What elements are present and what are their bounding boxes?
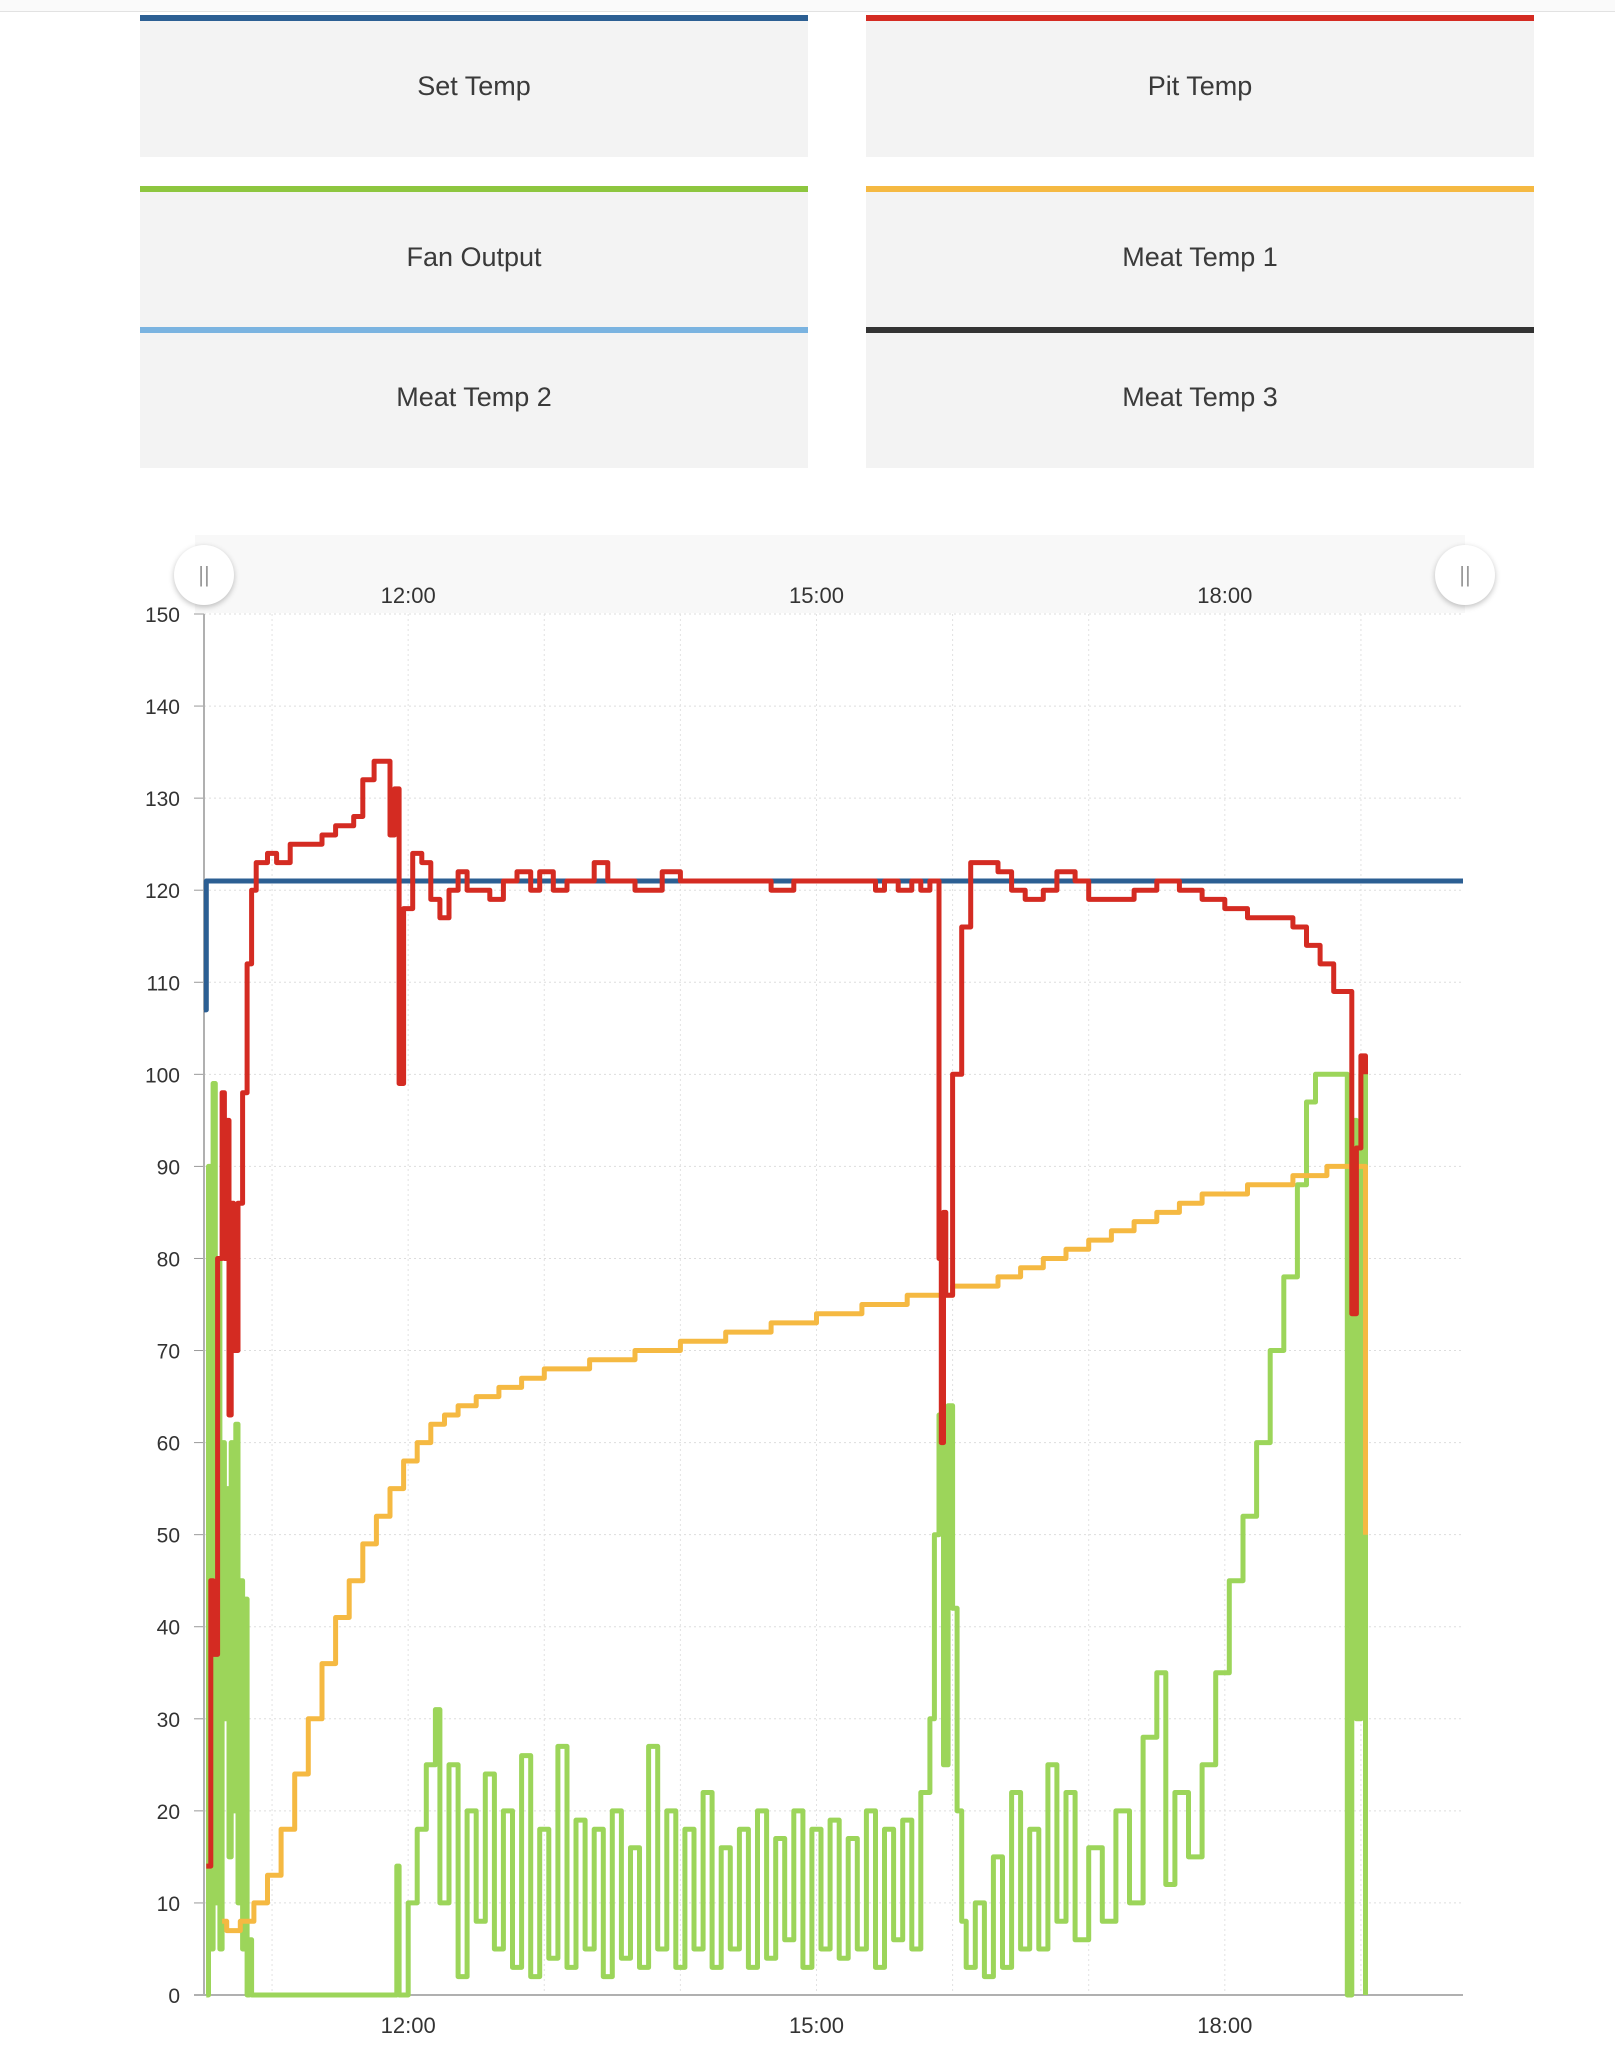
top-border [0, 0, 1615, 12]
legend-meat-temp-3[interactable]: Meat Temp 3 [866, 327, 1534, 468]
legend-fan-output[interactable]: Fan Output [140, 186, 808, 328]
time-range-navigator[interactable] [195, 535, 1465, 613]
x-tick-label-bottom: 15:00 [789, 2013, 844, 2038]
series-line-fan-output [206, 1071, 1368, 1998]
y-tick-label: 110 [147, 972, 180, 995]
y-tick-label: 140 [145, 696, 180, 719]
y-tick-label: 50 [157, 1525, 180, 1548]
series-line-meat-temp-1 [222, 1163, 1368, 1934]
legend-set-temp[interactable]: Set Temp [140, 15, 808, 157]
y-tick-label: 70 [157, 1341, 180, 1364]
y-tick-label: 20 [157, 1801, 180, 1824]
legend-label: Meat Temp 2 [396, 382, 552, 412]
legend-stripe [140, 15, 808, 21]
legend-stripe [140, 186, 808, 192]
y-tick-label: 60 [157, 1433, 180, 1456]
y-tick-label: 0 [168, 1985, 180, 2008]
legend-stripe [866, 15, 1534, 21]
y-tick-label: 130 [145, 788, 180, 811]
y-tick-label: 30 [157, 1709, 180, 1732]
y-tick-label: 100 [145, 1064, 180, 1087]
legend-pit-temp[interactable]: Pit Temp [866, 15, 1534, 157]
legend-label: Set Temp [417, 70, 531, 101]
handle-grip-icon: || [1459, 562, 1471, 587]
series-line-pit-temp [206, 758, 1368, 1869]
x-tick-label-bottom: 12:00 [381, 2013, 436, 2038]
legend-stripe [866, 186, 1534, 192]
legend-label: Meat Temp 1 [1122, 241, 1278, 272]
y-tick-label: 10 [157, 1893, 180, 1916]
series-line-set-temp [203, 878, 1463, 1013]
legend-meat-temp-2[interactable]: Meat Temp 2 [140, 327, 808, 468]
y-tick-label: 90 [157, 1156, 180, 1179]
legend-stripe [866, 327, 1534, 333]
legend-label: Pit Temp [1147, 70, 1253, 101]
range-start-handle[interactable]: || [174, 545, 234, 605]
y-tick-label: 80 [157, 1248, 180, 1271]
legend-meat-temp-1[interactable]: Meat Temp 1 [866, 186, 1534, 328]
y-tick-label: 40 [157, 1617, 180, 1640]
legend-stripe [140, 327, 808, 333]
legend-label: Fan Output [406, 241, 542, 272]
x-tick-label-bottom: 18:00 [1197, 2013, 1252, 2038]
legend-label: Meat Temp 3 [1122, 382, 1278, 412]
y-tick-label: 120 [145, 880, 180, 903]
y-tick-label: 150 [145, 604, 180, 627]
handle-grip-icon: || [198, 562, 210, 587]
range-end-handle[interactable]: || [1435, 545, 1495, 605]
